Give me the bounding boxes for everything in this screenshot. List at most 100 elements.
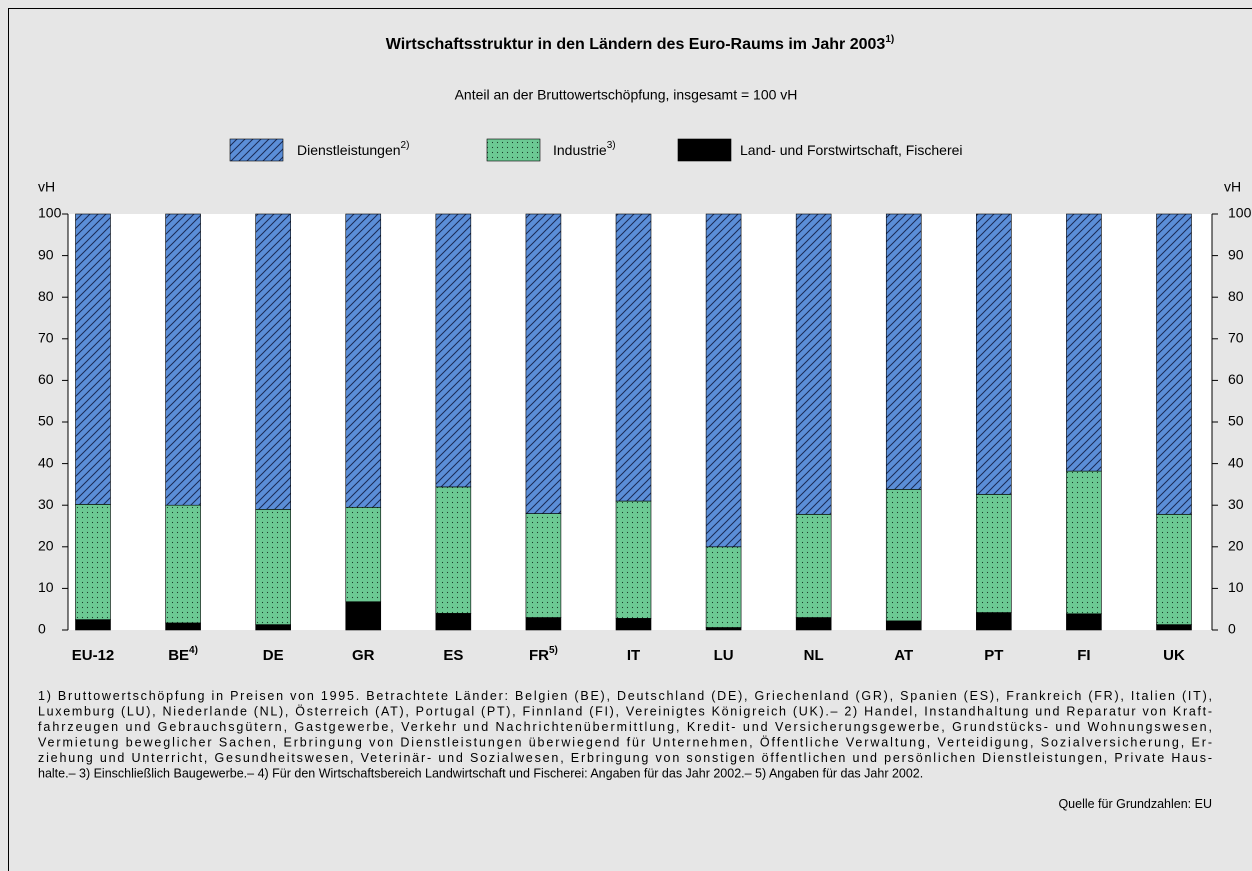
bar-segment bbox=[165, 213, 201, 506]
legend-note: 3) bbox=[607, 140, 616, 151]
bar-segment bbox=[1066, 213, 1102, 472]
bar-segment bbox=[345, 601, 382, 631]
footnote: 1) Bruttowertschöpfung in Preisen von 19… bbox=[38, 689, 1212, 703]
y-tick-label: 80 bbox=[38, 288, 54, 304]
y2-tick-label: 0 bbox=[1228, 621, 1236, 637]
bar-segment bbox=[525, 213, 562, 514]
bar-segment bbox=[255, 624, 291, 631]
y2-tick-label: 30 bbox=[1228, 496, 1244, 512]
category: BE bbox=[168, 647, 189, 664]
legend-entry: Industrie3) bbox=[553, 140, 616, 158]
bar-segment bbox=[615, 618, 652, 631]
x-tick-label: NL bbox=[804, 647, 824, 664]
y-tick-label: 0 bbox=[38, 621, 46, 637]
category: PT bbox=[984, 647, 1003, 664]
bar-segment bbox=[795, 213, 832, 515]
bar-segment bbox=[1066, 613, 1102, 631]
bar-segment bbox=[885, 213, 922, 490]
legend-swatch bbox=[486, 138, 541, 162]
y2-tick-label: 70 bbox=[1228, 330, 1244, 346]
y-tick-label: 70 bbox=[38, 330, 54, 346]
legend-name: Dienstleistungen bbox=[297, 142, 401, 158]
x-tick-label: GR bbox=[352, 647, 375, 664]
bar-segment bbox=[976, 612, 1012, 631]
y-tick-label: 90 bbox=[38, 246, 54, 262]
y2-tick-label: 40 bbox=[1228, 454, 1244, 470]
y2-tick-label: 20 bbox=[1228, 538, 1244, 554]
y-tick-label: 50 bbox=[38, 413, 54, 429]
x-tick-label: LU bbox=[714, 647, 734, 664]
bar-segment bbox=[165, 504, 201, 624]
bar-segment bbox=[435, 486, 472, 614]
title-note: 1) bbox=[885, 34, 894, 45]
category-note: 4) bbox=[189, 645, 198, 656]
category: FI bbox=[1077, 647, 1090, 664]
x-tick-label: AT bbox=[894, 647, 913, 664]
category: NL bbox=[804, 647, 824, 664]
x-tick-label: FR5) bbox=[529, 645, 558, 664]
footnote: ziehung und Unterricht, Gesundheitswesen… bbox=[38, 751, 1212, 765]
y-tick-label: 20 bbox=[38, 538, 54, 554]
legend-swatch bbox=[677, 138, 732, 162]
bar-segment bbox=[1156, 624, 1192, 631]
y2-axis-label: vH bbox=[1224, 179, 1241, 195]
bar-segment bbox=[435, 613, 472, 631]
y2-tick-label: 90 bbox=[1228, 246, 1244, 262]
y-tick-label: 60 bbox=[38, 371, 54, 387]
legend-note: 2) bbox=[401, 140, 410, 151]
x-tick-label: DE bbox=[263, 647, 284, 664]
title-text: Wirtschaftsstruktur in den Ländern des E… bbox=[386, 36, 886, 53]
category: ES bbox=[443, 647, 463, 664]
bar-segment bbox=[255, 213, 291, 510]
category: UK bbox=[1163, 647, 1185, 664]
legend-swatch bbox=[229, 138, 284, 162]
legend-entry: Dienstleistungen2) bbox=[297, 140, 409, 158]
legend-name: Industrie bbox=[553, 142, 607, 158]
bar-segment bbox=[705, 546, 742, 628]
bar-segment bbox=[75, 504, 111, 620]
footnote: Luxemburg (LU), Niederlande (NL), Österr… bbox=[38, 705, 1212, 719]
x-tick-label: UK bbox=[1163, 647, 1185, 664]
bar-segment bbox=[255, 509, 291, 625]
category: IT bbox=[627, 647, 640, 664]
y-tick-label: 100 bbox=[38, 205, 62, 221]
legend-name: Land- und Forstwirtschaft, Fischerei bbox=[740, 142, 963, 158]
bar-segment bbox=[75, 619, 111, 631]
bar-segment bbox=[795, 514, 832, 618]
bar-segment bbox=[345, 506, 382, 603]
x-tick-label: ES bbox=[443, 647, 463, 664]
category: DE bbox=[263, 647, 284, 664]
category: AT bbox=[894, 647, 913, 664]
x-tick-label: PT bbox=[984, 647, 1003, 664]
footnote: halte.– 3) Einschließlich Baugewerbe.– 4… bbox=[38, 767, 923, 781]
bar-segment bbox=[525, 617, 562, 631]
x-tick-label: FI bbox=[1077, 647, 1090, 664]
bar-segment bbox=[615, 213, 652, 502]
y-axis-label: vH bbox=[38, 179, 55, 195]
y2-tick-label: 100 bbox=[1228, 205, 1252, 221]
y2-tick-label: 10 bbox=[1228, 579, 1244, 595]
bar-segment bbox=[435, 213, 472, 488]
bar-segment bbox=[1156, 213, 1192, 515]
y2-tick-label: 80 bbox=[1228, 288, 1244, 304]
bar-segment bbox=[615, 500, 652, 619]
category: GR bbox=[352, 647, 375, 664]
x-tick-label: IT bbox=[627, 647, 640, 664]
x-tick-label: BE4) bbox=[168, 645, 198, 664]
bar-segment bbox=[976, 213, 1012, 495]
bar-segment bbox=[525, 513, 562, 618]
bar-segment bbox=[705, 627, 742, 631]
subtitle: Anteil an der Bruttowertschöpfung, insge… bbox=[455, 87, 798, 103]
y-tick-label: 30 bbox=[38, 496, 54, 512]
y-tick-label: 40 bbox=[38, 454, 54, 470]
category: EU-12 bbox=[72, 647, 115, 664]
y2-tick-label: 60 bbox=[1228, 371, 1244, 387]
x-tick-label: EU-12 bbox=[72, 647, 115, 664]
bar-segment bbox=[885, 489, 922, 622]
bar-segment bbox=[795, 617, 832, 631]
bar-segment bbox=[165, 622, 201, 631]
bar-segment bbox=[75, 213, 111, 505]
bar-segment bbox=[976, 494, 1012, 613]
bar-segment bbox=[345, 213, 382, 508]
